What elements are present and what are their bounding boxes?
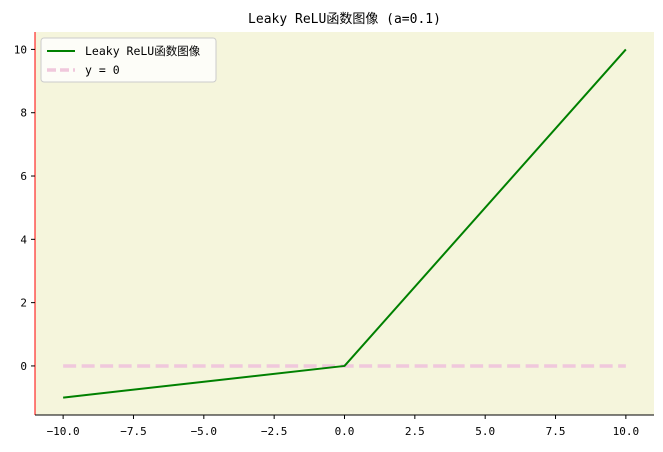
x-tick-label: 5.0 xyxy=(475,425,495,438)
x-tick-label: 7.5 xyxy=(546,425,566,438)
x-tick-label: 0.0 xyxy=(335,425,355,438)
legend-box xyxy=(40,37,217,83)
x-tick-label: −10.0 xyxy=(47,425,80,438)
chart-title: Leaky ReLU函数图像 (a=0.1) xyxy=(248,12,441,27)
legend-label: Leaky ReLU函数图像 xyxy=(85,44,201,58)
legend-label: y = 0 xyxy=(85,63,120,77)
series-line-0 xyxy=(63,48,627,399)
x-tick-label: 10.0 xyxy=(613,425,640,438)
x-tick-label: 2.5 xyxy=(405,425,425,438)
plot-area xyxy=(35,32,654,415)
y-tick-label: 10 xyxy=(14,43,27,56)
x-tick-label: −2.5 xyxy=(261,425,288,438)
y-tick-label: 0 xyxy=(20,360,27,373)
y-tick-label: 4 xyxy=(20,233,27,246)
y-tick-label: 2 xyxy=(20,297,27,310)
legend: Leaky ReLU函数图像 y = 0 xyxy=(40,37,217,83)
x-tick-label: −7.5 xyxy=(120,425,147,438)
x-tick-label: −5.0 xyxy=(191,425,218,438)
y-tick-label: 6 xyxy=(20,170,27,183)
y-tick-label: 8 xyxy=(20,107,27,120)
